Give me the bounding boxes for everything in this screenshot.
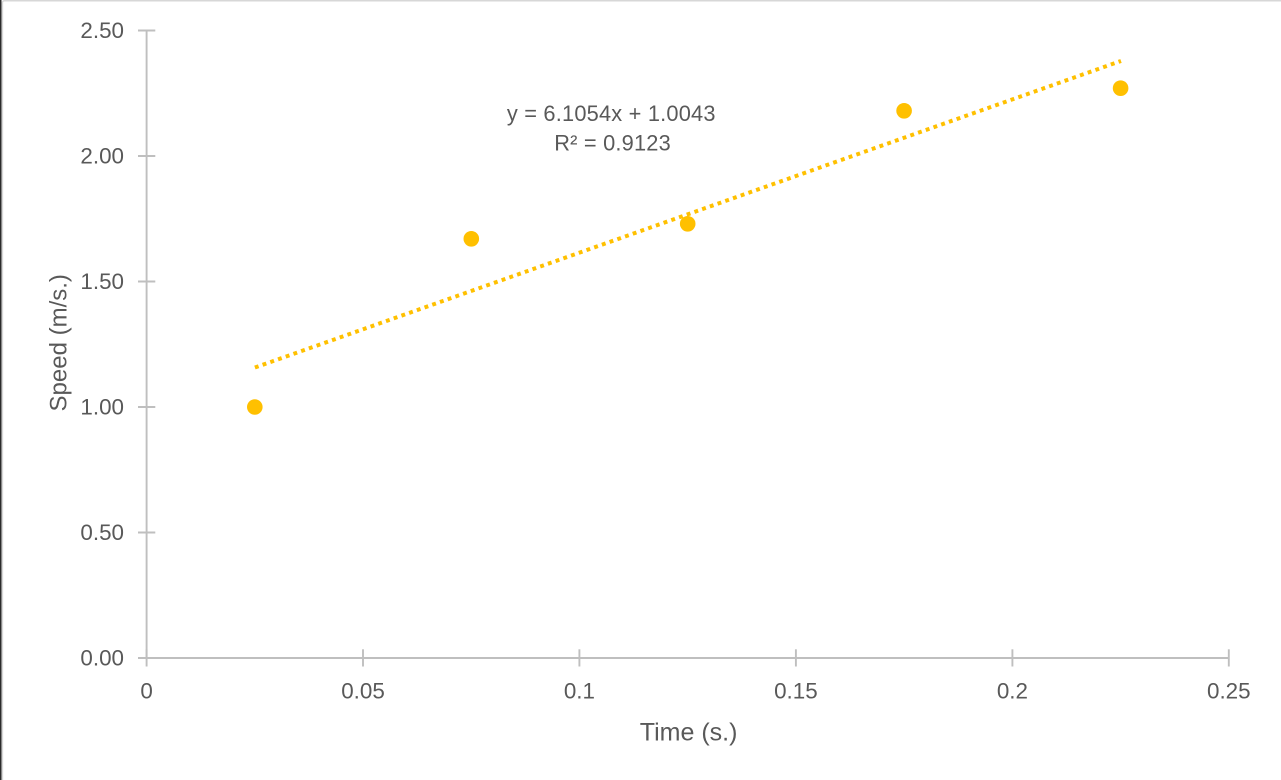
svg-text:2.00: 2.00 (80, 144, 124, 169)
svg-text:0.05: 0.05 (341, 678, 385, 703)
svg-text:0.1: 0.1 (564, 678, 595, 703)
svg-text:y = 6.1054x + 1.0043: y = 6.1054x + 1.0043 (507, 101, 716, 126)
svg-text:0.50: 0.50 (80, 520, 124, 545)
svg-text:1.00: 1.00 (80, 395, 124, 420)
svg-text:0.2: 0.2 (997, 678, 1028, 703)
svg-text:0: 0 (140, 678, 152, 703)
svg-text:R² = 0.9123: R² = 0.9123 (554, 131, 671, 156)
svg-text:2.50: 2.50 (80, 18, 124, 43)
svg-text:0.15: 0.15 (774, 678, 818, 703)
svg-text:1.50: 1.50 (80, 269, 124, 294)
svg-text:Speed (m/s.): Speed (m/s.) (46, 274, 73, 411)
svg-text:0.25: 0.25 (1207, 678, 1251, 703)
svg-text:Time (s.): Time (s.) (640, 718, 738, 746)
svg-text:0.00: 0.00 (80, 646, 124, 671)
